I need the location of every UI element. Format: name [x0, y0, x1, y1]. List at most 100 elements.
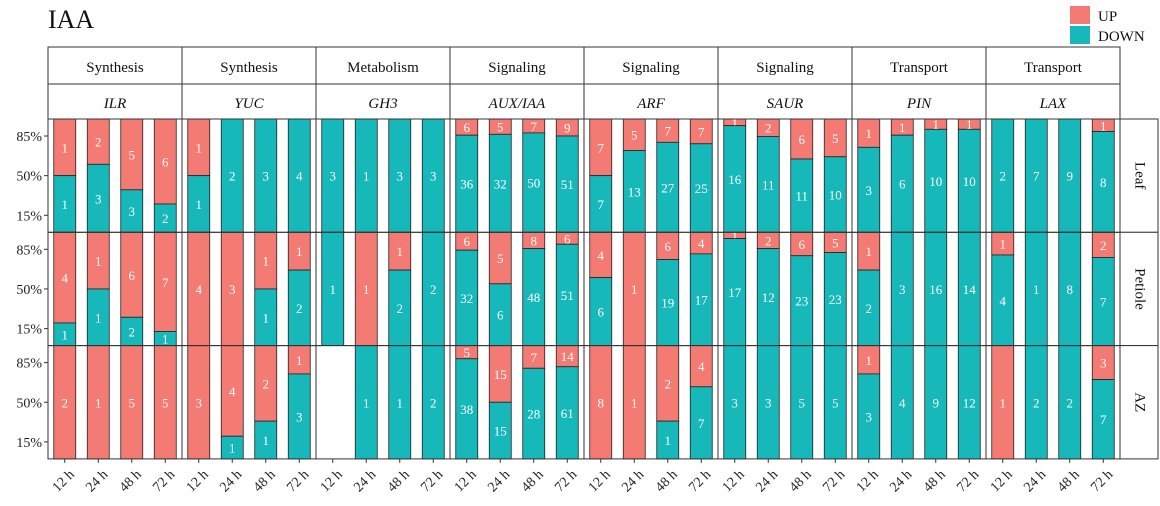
legend: UP DOWN	[1070, 6, 1145, 45]
bar-up-label: 9	[564, 120, 571, 135]
bar-up-label: 5	[129, 395, 136, 410]
x-tick-label: 48 h	[251, 467, 279, 495]
bar-up-label: 6	[162, 154, 169, 169]
bar-down-label: 1	[62, 197, 69, 212]
strip-gene-7	[985, 83, 1121, 120]
bar-down-label: 16	[929, 282, 943, 297]
legend-swatch-down	[1070, 26, 1090, 44]
bar-up-label: 1	[866, 244, 873, 259]
bar-down-label: 1	[229, 441, 236, 456]
process-label: Metabolism	[347, 60, 419, 76]
bar-down-label: 3	[430, 169, 437, 184]
bar-up-label: 1	[899, 120, 906, 135]
bar-down-label: 3	[899, 282, 906, 297]
bar-down-label: 7	[1100, 412, 1107, 427]
bar-up-label: 1	[631, 395, 638, 410]
bar-down-label: 1	[196, 197, 203, 212]
row-strip-leaf	[1119, 118, 1159, 233]
bar-down-label: 5	[799, 395, 806, 410]
bar-up-label: 4	[598, 248, 605, 263]
strip-gene-3	[449, 83, 585, 120]
bar-down-label: 2	[1033, 395, 1040, 410]
bar-up-label: 1	[1000, 237, 1007, 252]
bar-up-label: 6	[464, 120, 471, 135]
bar-down-label: 51	[561, 288, 574, 303]
bar-down-label: 2	[229, 169, 236, 184]
bar-up-label: 7	[162, 275, 169, 290]
strip-process-0	[47, 46, 183, 85]
bar-down-label: 1	[1033, 282, 1040, 297]
process-label: Transport	[890, 60, 949, 76]
bar-up-label: 4	[62, 271, 69, 286]
bar-down-label: 2	[296, 301, 303, 316]
bar-down-label: 4	[1000, 293, 1007, 308]
x-tick-label: 72 h	[552, 467, 580, 495]
bar-down-label: 48	[527, 290, 540, 305]
gene-label: PIN	[906, 96, 932, 112]
bar-down-label: 2	[430, 282, 437, 297]
bar-down-label: 5	[832, 395, 839, 410]
bar-down-label: 3	[263, 169, 270, 184]
bar-down-label: 19	[661, 296, 674, 311]
bar-down-label: 36	[460, 177, 474, 192]
bar-down-label: 1	[95, 310, 102, 325]
bar-up-label: 1	[1100, 118, 1107, 133]
x-tick-label: 12 h	[184, 467, 212, 495]
process-label: Synthesis	[220, 60, 278, 76]
x-tick-label: 24 h	[1021, 467, 1049, 495]
bar-up-label: 4	[698, 236, 705, 251]
x-tick-label: 72 h	[954, 467, 982, 495]
bar-up-label: 1	[933, 117, 940, 132]
bar-down-label: 3	[732, 395, 739, 410]
y-tick-label: 50%	[16, 170, 42, 185]
bar-up-label: 1	[866, 126, 873, 141]
bar-down-label: 12	[963, 395, 976, 410]
bar-down-label: 2	[397, 301, 404, 316]
y-axis: 85% 50% 15% 85% 50% 15% 85% 50% 15%	[16, 130, 48, 451]
bar-down-label: 10	[963, 174, 976, 189]
bar-up-label: 6	[464, 234, 471, 249]
gene-label: SAUR	[767, 96, 804, 112]
bar-down-label: 3	[866, 409, 873, 424]
bar-up-label: 1	[1000, 395, 1007, 410]
bar-up-label: 2	[263, 376, 270, 391]
bar-down-label: 8	[1100, 175, 1107, 190]
gene-label: ARF	[636, 96, 665, 112]
bar-up-label: 8	[598, 395, 605, 410]
bar-up-label: 1	[397, 244, 404, 259]
y-tick-label: 85%	[16, 357, 42, 372]
bar-down-label: 1	[263, 310, 270, 325]
y-tick-label: 15%	[16, 323, 42, 338]
bar-up-label: 1	[866, 353, 873, 368]
bar-down-label: 6	[899, 177, 906, 192]
bar-down-label: 15	[494, 424, 507, 439]
bar-down-label: 1	[263, 433, 270, 448]
row-strip-az	[1119, 345, 1159, 460]
x-tick-label: 12 h	[586, 467, 614, 495]
bar-up-label: 4	[196, 282, 203, 297]
bar-down-label: 4	[899, 395, 906, 410]
bar-up-label: 3	[229, 282, 236, 297]
bar-down-label: 3	[866, 183, 873, 198]
bar-down-label: 1	[363, 169, 370, 184]
gene-label: YUC	[234, 96, 264, 112]
bar-up-label: 2	[665, 376, 672, 391]
bar-down-label: 61	[561, 406, 574, 421]
bar-up-label: 6	[564, 231, 571, 246]
bar-up-label: 2	[1100, 238, 1107, 253]
x-tick-label: 72 h	[150, 467, 178, 495]
bar-down-label: 1	[363, 395, 370, 410]
bar-down-label: 2	[430, 395, 437, 410]
x-tick-label: 24 h	[217, 467, 245, 495]
bar-down-label: 17	[695, 293, 709, 308]
bar-up-label: 7	[698, 124, 705, 139]
bar-down-label: 7	[698, 416, 705, 431]
gene-label: ILR	[103, 96, 127, 112]
bar-down-label: 25	[695, 181, 708, 196]
bar-up-label: 5	[162, 395, 169, 410]
y-tick-label: 85%	[16, 243, 42, 258]
x-tick-label: 12 h	[452, 467, 480, 495]
legend-swatch-up	[1070, 6, 1090, 24]
x-tick-label: 48 h	[921, 467, 949, 495]
row-strip-petiole	[1119, 231, 1159, 347]
